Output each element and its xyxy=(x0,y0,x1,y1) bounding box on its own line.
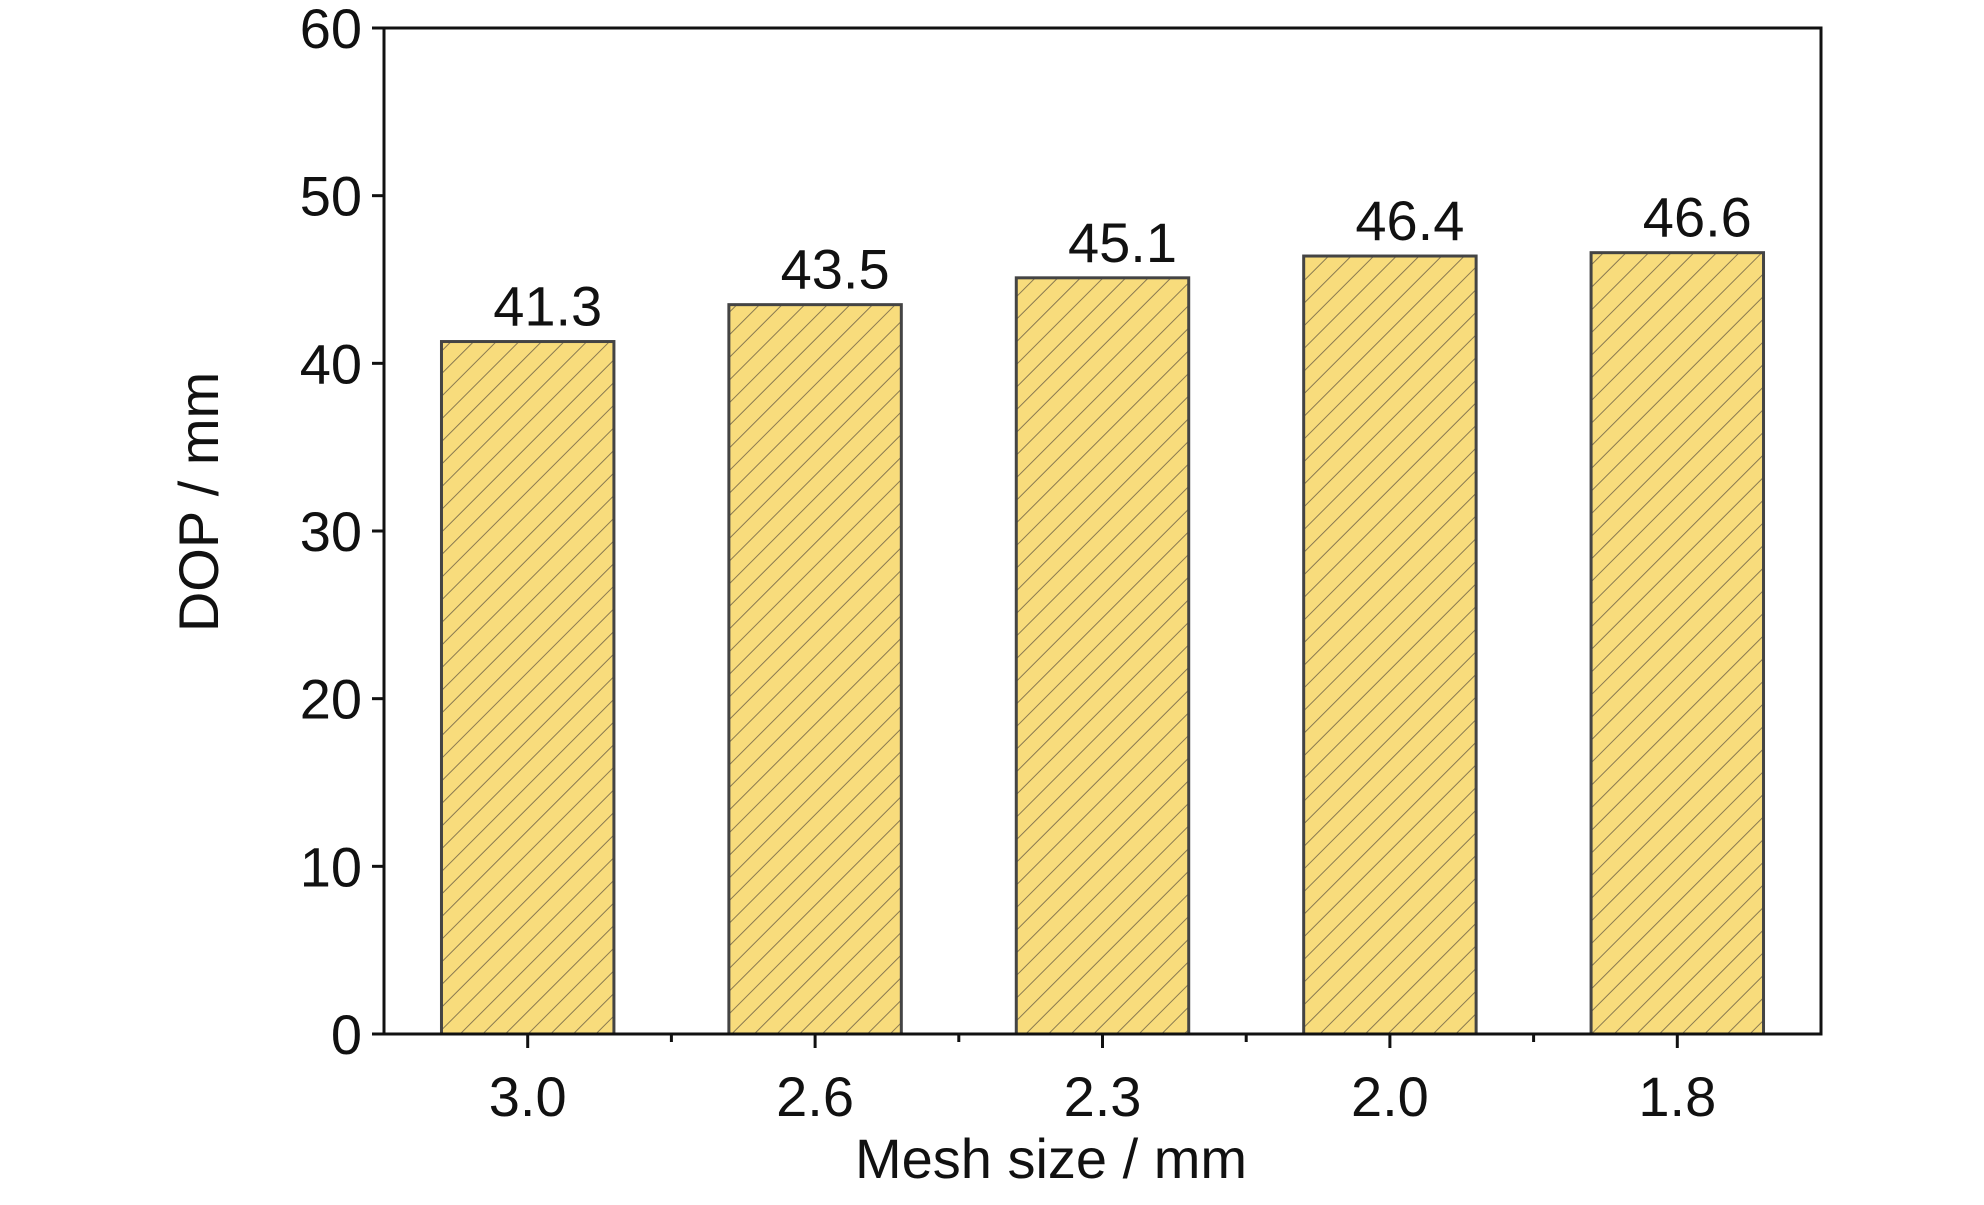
x-axis-label: Mesh size / mm xyxy=(855,1127,1247,1190)
y-tick-label: 10 xyxy=(300,835,362,898)
x-tick-label: 2.3 xyxy=(1064,1065,1142,1128)
bar xyxy=(439,340,616,1036)
x-tick-label: 2.0 xyxy=(1351,1065,1429,1128)
x-tick-label: 1.8 xyxy=(1638,1065,1716,1128)
bar xyxy=(1302,254,1478,1036)
y-axis-label: DOP / mm xyxy=(167,372,230,632)
y-tick-label: 30 xyxy=(300,500,362,563)
bar xyxy=(1014,276,1191,1036)
plot-frame xyxy=(382,26,1823,1036)
y-tick-label: 60 xyxy=(300,0,362,60)
value-label: 45.1 xyxy=(1068,211,1177,274)
value-label: 41.3 xyxy=(493,275,602,338)
y-tick-label: 50 xyxy=(300,165,362,228)
value-label: 46.6 xyxy=(1643,186,1752,249)
y-tick-label: 40 xyxy=(300,332,362,395)
x-tick-label: 2.6 xyxy=(776,1065,854,1128)
bar xyxy=(727,303,903,1036)
y-tick-label: 0 xyxy=(331,1003,362,1066)
y-tick-label: 20 xyxy=(300,668,362,731)
value-label: 43.5 xyxy=(781,238,890,301)
bar xyxy=(1589,251,1766,1036)
value-label: 46.4 xyxy=(1355,189,1464,252)
x-tick-label: 3.0 xyxy=(489,1065,567,1128)
